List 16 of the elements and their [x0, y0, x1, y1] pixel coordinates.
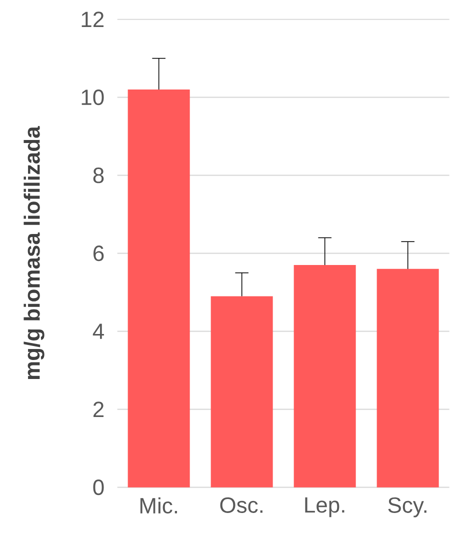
x-tick-label: Osc.: [220, 497, 262, 513]
bar: [376, 268, 439, 488]
y-tick-label: 0: [93, 480, 104, 496]
y-tick-label: 6: [94, 246, 104, 262]
y-tick-label: 12: [82, 12, 104, 28]
x-tick-label: Scy.: [388, 497, 426, 518]
x-tick-label: Lep.: [305, 497, 344, 518]
y-tick-label: 4: [92, 324, 104, 339]
bar: [128, 90, 190, 488]
y-tick-label: 2: [94, 402, 104, 418]
x-tick-label: Mic.: [140, 497, 178, 514]
y-tick-label: 8: [93, 168, 104, 184]
y-axis-title: mg/g biomasa liofilizada: [24, 126, 44, 380]
y-tick-label: 10: [82, 90, 104, 106]
bar: [210, 296, 273, 488]
bar: [294, 265, 356, 488]
